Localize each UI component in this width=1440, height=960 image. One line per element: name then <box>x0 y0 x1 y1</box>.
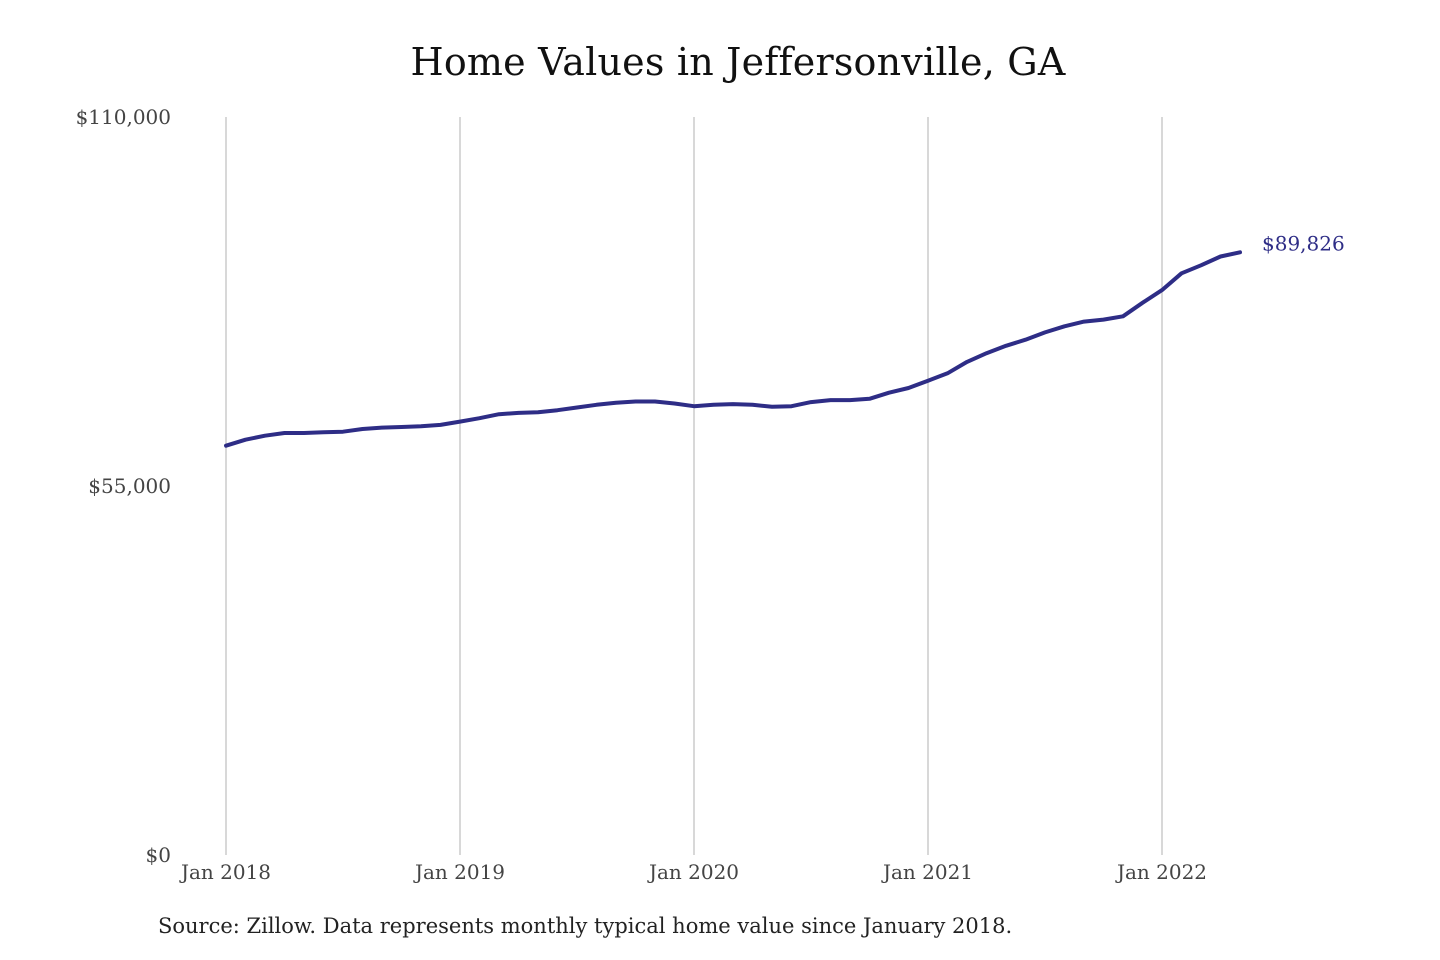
x-tick-label: Jan 2018 <box>179 860 271 884</box>
data-point <box>342 430 345 433</box>
data-point <box>1083 320 1086 323</box>
data-point <box>1063 325 1066 328</box>
data-point <box>634 400 637 403</box>
data-point <box>244 438 247 441</box>
y-tick-label: $110,000 <box>76 105 171 129</box>
data-point <box>576 406 579 409</box>
data-point <box>400 425 403 428</box>
data-point <box>868 397 871 400</box>
data-point <box>810 401 813 404</box>
data-point <box>1180 272 1183 275</box>
x-axis: Jan 2018 Jan 2019 Jan 2020 Jan 2021 Jan 2022 <box>179 860 1207 884</box>
data-point <box>1141 301 1144 304</box>
data-point <box>927 379 930 382</box>
data-point <box>771 405 774 408</box>
chart-title: Home Values in Jeffersonville, GA <box>410 40 1066 84</box>
data-point <box>751 403 754 406</box>
data-point <box>1239 251 1242 254</box>
data-point <box>790 405 793 408</box>
data-point <box>693 405 696 408</box>
data-point <box>264 434 267 437</box>
data-point <box>439 423 442 426</box>
data-point <box>1200 264 1203 267</box>
data-point <box>420 425 423 428</box>
data-point <box>303 431 306 434</box>
data-point <box>1024 338 1027 341</box>
end-value-label: $89,826 <box>1262 231 1345 255</box>
data-point <box>283 431 286 434</box>
data-point <box>537 411 540 414</box>
data-point <box>888 391 891 394</box>
data-point <box>556 409 559 412</box>
x-tick-label: Jan 2022 <box>1115 860 1207 884</box>
data-point <box>966 360 969 363</box>
source-note: Source: Zillow. Data represents monthly … <box>158 914 1013 938</box>
data-point <box>985 352 988 355</box>
y-tick-label: $0 <box>146 843 171 867</box>
data-point <box>1161 289 1164 292</box>
data-point <box>712 403 715 406</box>
y-axis: $0 $55,000 $110,000 <box>76 105 171 867</box>
data-point <box>381 426 384 429</box>
data-point <box>225 444 228 447</box>
data-point <box>498 413 501 416</box>
data-point <box>673 402 676 405</box>
data-point <box>1005 344 1008 347</box>
data-point <box>654 400 657 403</box>
series-layer: $89,826 <box>224 231 1345 448</box>
x-tick-label: Jan 2021 <box>881 860 973 884</box>
data-point <box>1044 331 1047 334</box>
data-point <box>595 403 598 406</box>
data-point <box>829 399 832 402</box>
data-point <box>1122 315 1125 318</box>
data-point <box>478 417 481 420</box>
data-point <box>615 401 618 404</box>
y-tick-label: $55,000 <box>88 474 171 498</box>
data-point <box>732 403 735 406</box>
data-point <box>517 411 520 414</box>
x-tick-label: Jan 2019 <box>413 860 505 884</box>
data-point <box>849 399 852 402</box>
data-point <box>907 387 910 390</box>
grid-lines <box>225 117 1163 855</box>
data-point <box>459 420 462 423</box>
data-point <box>322 431 325 434</box>
data-point <box>1219 255 1222 258</box>
data-point <box>361 427 364 430</box>
data-point <box>946 372 949 375</box>
series-line-0 <box>224 250 1242 448</box>
data-point <box>1102 318 1105 321</box>
x-tick-label: Jan 2020 <box>647 860 739 884</box>
